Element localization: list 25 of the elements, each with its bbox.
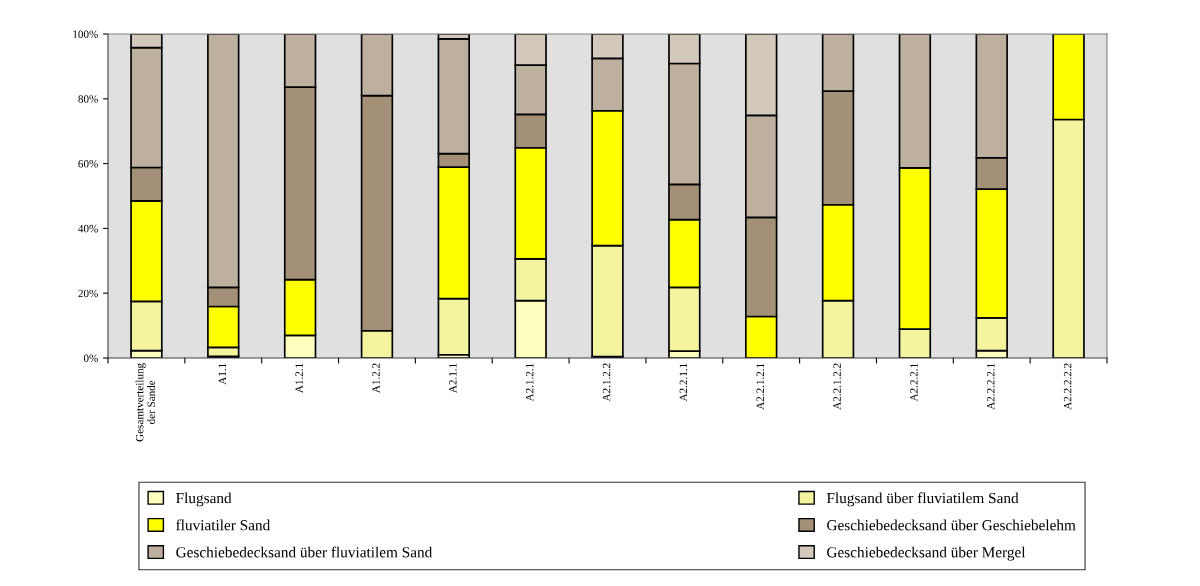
y-tick-label: 20% <box>78 289 98 298</box>
x-tick-label: A2.2.1.2.1 <box>756 363 765 410</box>
y-tick-label: 60% <box>78 160 98 168</box>
x-tick-label: A2.1.2.2 <box>602 363 611 402</box>
legend-label: Flugsand <box>176 492 232 507</box>
y-tick-label: 40% <box>78 224 98 233</box>
x-tick-label: A1.2.1 <box>295 363 303 393</box>
x-tick-label: A2.2.2.2.1 <box>987 363 995 410</box>
legend-label: Geschiebedecksand über Geschiebelehm <box>827 519 1076 531</box>
legend-label: Flugsand über fluviatilem Sand <box>826 492 1019 507</box>
legend-label: fluviatiler Sand <box>176 519 271 531</box>
x-tick-label: A1.2.2 <box>372 363 380 393</box>
x-tick-label: A2.1.1 <box>449 363 457 393</box>
x-tick-label: A2.2.2.2.2 <box>1063 363 1072 410</box>
x-tick-label: A1.1 <box>218 363 227 385</box>
y-tick-label: 80% <box>78 95 98 103</box>
x-tick-label: A2.2.2.1 <box>910 363 918 402</box>
x-tick-label: A2.1.2.1 <box>525 363 534 402</box>
legend-label: Geschiebedecksand über fluviatilem Sand <box>176 546 433 558</box>
y-tick-label: 100% <box>73 30 98 38</box>
x-tick-label: A2.2.1.2.2 <box>833 363 841 410</box>
legend-label: Geschiebedecksand über Mergel <box>827 546 1026 561</box>
y-tick-label: 0% <box>83 354 98 362</box>
x-tick-label: A2.2.1.1 <box>679 363 688 402</box>
x-tick-label: Gesamtverteilung der Sande <box>135 363 156 442</box>
